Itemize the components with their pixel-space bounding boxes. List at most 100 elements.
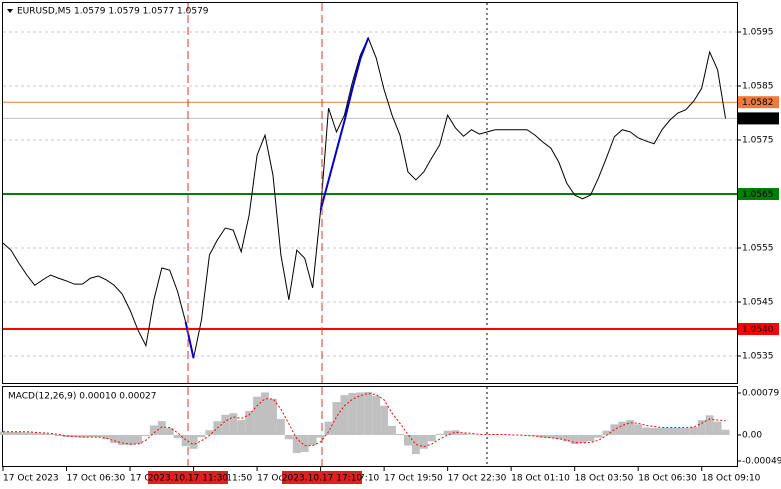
histogram-bar [181,434,190,447]
histogram-bar [578,434,587,443]
histogram-bar [380,405,389,435]
level-label-box [738,323,779,335]
histogram-bar [491,434,500,435]
histogram-bar [610,424,619,435]
histogram-bar [388,425,397,435]
x-tick-label: 18 Oct 09:10 [702,474,761,484]
histogram-bar [658,428,666,435]
histogram-bar [713,421,722,435]
y-tick-label: 1.0555 [742,244,774,254]
histogram-bar [141,434,150,437]
histogram-bar [372,395,381,435]
histogram-bar [332,402,341,435]
histogram-bar [626,420,635,435]
histogram-bar [78,434,87,438]
histogram-bar [594,434,603,438]
histogram-bar [324,421,333,435]
y-tick-label: 1.0595 [742,28,774,38]
x-tick-label: 17 Oct 19:50 [384,474,443,484]
histogram-bar [554,434,563,440]
histogram-bar [126,434,135,446]
y-tick-label: 1.0585 [742,82,774,92]
histogram-bar [427,434,436,442]
histogram-bar [86,434,95,438]
histogram-bar [149,425,158,435]
histogram-bar [618,421,627,435]
signal-line [3,393,726,448]
histogram-bar [253,396,262,435]
histogram-bar [292,434,301,454]
histogram-bar [689,427,698,435]
histogram-bar [70,434,79,438]
histogram-bar [419,434,428,449]
histogram-bar [348,393,357,435]
histogram-bar [562,434,571,442]
histogram-bar [189,434,198,449]
price-line [184,321,195,359]
histogram-bar [157,421,166,435]
histogram-bar [284,434,293,440]
histogram-bar [237,420,246,435]
menu-triangle [7,9,13,13]
level-label-box [738,112,779,125]
histogram-bar [396,433,404,435]
histogram-bar [642,427,651,435]
histogram-bar [102,434,111,440]
x-tick-label: 17 Oct 22:30 [448,474,507,484]
y-tick-label: 1.0575 [742,136,774,146]
histogram-bar [459,433,468,435]
histogram-bar [94,434,103,438]
histogram-bar [681,428,690,435]
histogram-bar [650,428,659,435]
histogram-bar [634,424,643,435]
histogram-bar [538,434,547,438]
histogram-bar [22,432,31,435]
histogram-bar [570,434,579,444]
macd-panel [2,386,738,467]
histogram-bar [673,428,682,435]
histogram-bar [586,434,595,442]
x-tick-label: 17 Oct 2023 [3,474,59,484]
histogram-bar [221,414,230,435]
histogram-bar [467,434,476,435]
histogram-bar [229,413,238,435]
histogram-bar [531,434,539,437]
indicator-title: MACD(12,26,9) 0.00010 0.00027 [8,392,157,402]
histogram-bar [411,434,420,455]
histogram-bar [14,431,23,435]
histogram-bar [300,434,309,452]
histogram-bar [316,434,325,438]
histogram-bar [665,428,674,435]
histogram-bar [268,398,277,435]
level-label-box [738,96,779,109]
histogram-bar [523,434,532,436]
level-label: 1.0579 [742,114,774,124]
histogram-bar [308,434,317,446]
histogram-bar [261,392,269,435]
histogram-bar [451,430,460,435]
histogram-bar [62,434,71,438]
x-tick-label: 18 Oct 06:30 [638,474,697,484]
histogram-bar [165,428,174,435]
histogram-bar [403,434,412,446]
y-tick-label: -0.00049 [742,457,781,467]
histogram-bar [435,433,444,435]
y-tick-label: 1.0545 [742,298,774,308]
price-panel [2,2,738,384]
histogram-bar [697,420,706,435]
histogram-bar [443,430,452,435]
histogram-bar [276,419,285,435]
histogram-bar [364,391,373,435]
histogram-bar [340,395,349,435]
histogram-bar [38,433,47,435]
chart-title: EURUSD,M5 1.0579 1.0579 1.0577 1.0579 [17,7,209,17]
histogram-bar [134,434,142,444]
x-tick-label: 18 Oct 01:10 [511,474,570,484]
histogram-bar [205,430,214,435]
histogram-bar [705,415,714,435]
histogram-bar [46,433,55,435]
histogram-bar [602,430,611,435]
histogram-bar [245,411,254,435]
